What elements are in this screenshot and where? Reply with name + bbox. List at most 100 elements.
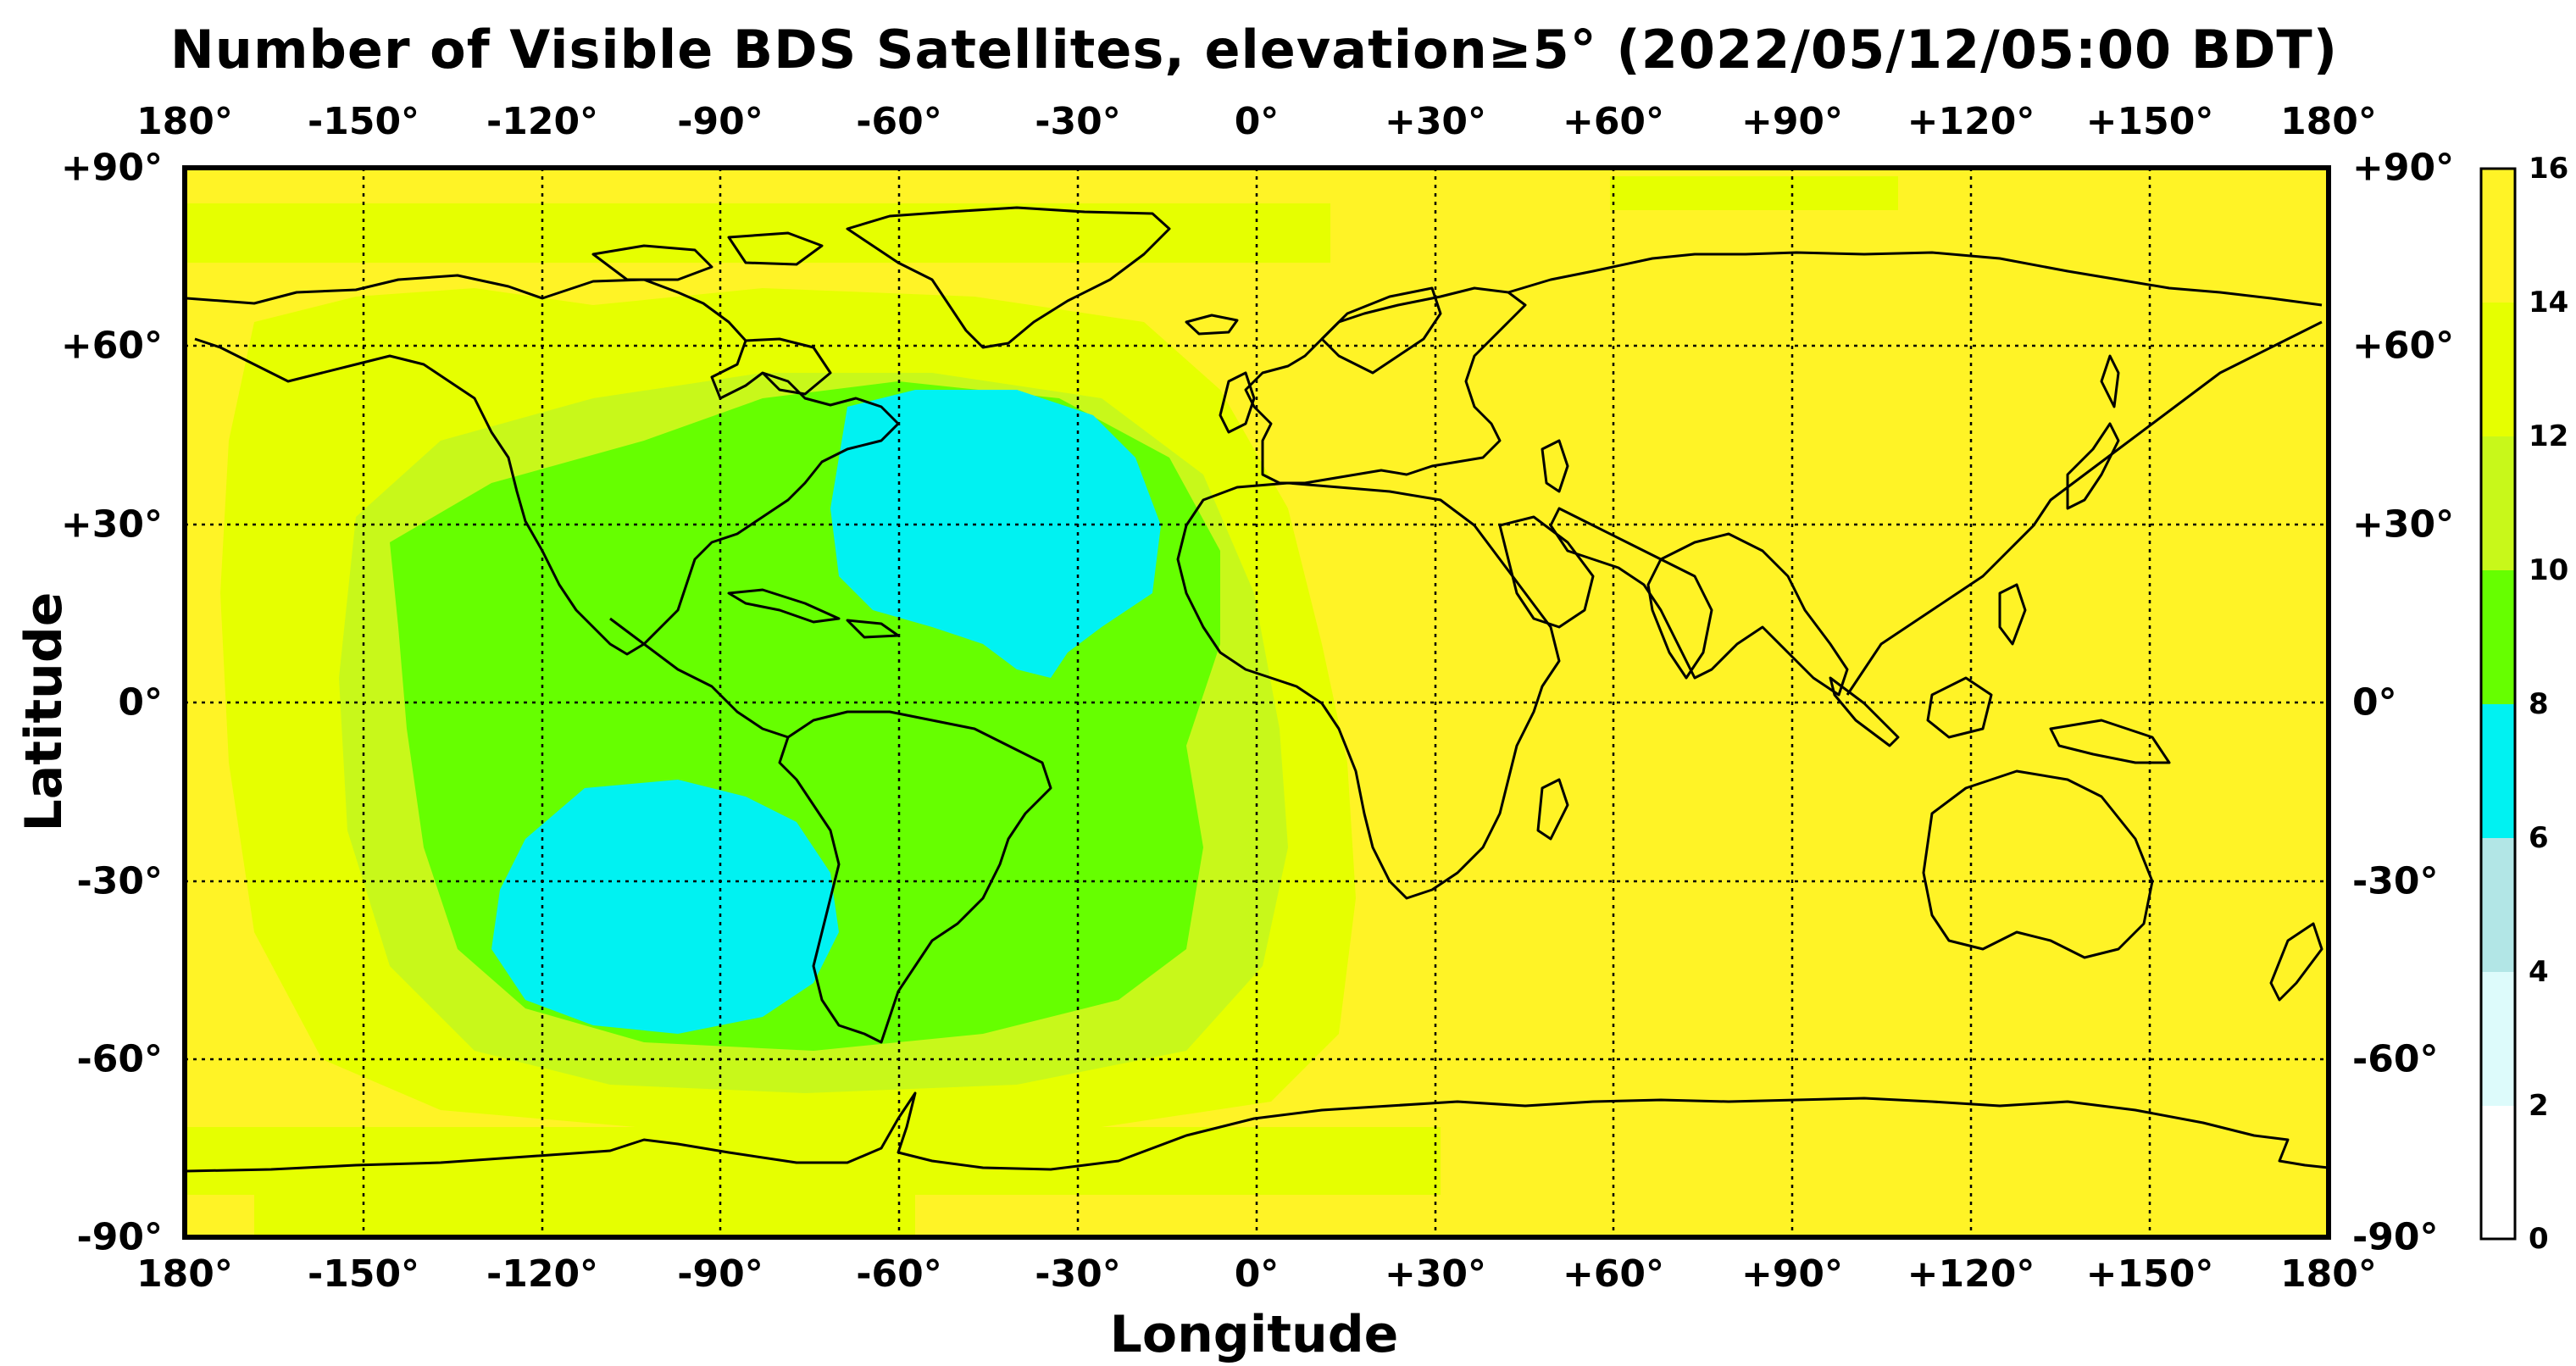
lon-tick-bottom: -120° bbox=[486, 1252, 599, 1296]
coast-sumatra bbox=[1829, 676, 1900, 747]
coast-new-guinea bbox=[2049, 719, 2171, 764]
lon-tick-bottom: 0° bbox=[1234, 1252, 1280, 1296]
lon-tick-top: 180° bbox=[136, 100, 233, 143]
lon-tick-bottom: +90° bbox=[1740, 1252, 1844, 1296]
lat-tick-right: 0° bbox=[2352, 680, 2397, 725]
colorbar-tick: 8 bbox=[2529, 687, 2549, 721]
lat-tick-left: -90° bbox=[76, 1215, 164, 1259]
field-band-arctic bbox=[186, 203, 1330, 263]
field-band-antarctic bbox=[186, 1127, 1441, 1195]
colorbar-bin-4-6 bbox=[2481, 838, 2515, 972]
field-band-6-8-north bbox=[830, 390, 1161, 678]
colorbar-tick: 14 bbox=[2529, 286, 2569, 319]
graticule bbox=[185, 168, 2329, 1237]
lat-tick-right: +90° bbox=[2352, 146, 2455, 190]
coast-asia-south bbox=[1549, 507, 1849, 697]
colorbar-tick: 4 bbox=[2529, 955, 2549, 989]
x-axis-label: Longitude bbox=[1109, 1305, 1399, 1364]
coast-sakhalin bbox=[2100, 354, 2120, 408]
colorbar-bin-2-4 bbox=[2481, 972, 2515, 1106]
lat-tick-right: -30° bbox=[2352, 859, 2439, 903]
coast-south-america bbox=[778, 710, 1052, 1044]
lat-tick-right: -90° bbox=[2352, 1215, 2439, 1259]
lon-tick-top: +90° bbox=[1740, 100, 1844, 143]
coast-japan bbox=[2066, 422, 2120, 510]
lat-tick-left: +30° bbox=[60, 503, 163, 547]
colorbar-bin-14-16 bbox=[2481, 169, 2515, 303]
lon-tick-top: -90° bbox=[677, 100, 763, 143]
lon-tick-bottom: +30° bbox=[1384, 1252, 1487, 1296]
lat-tick-right: +60° bbox=[2352, 324, 2455, 368]
lon-tick-top: -120° bbox=[486, 100, 599, 143]
coast-africa bbox=[1176, 481, 1561, 900]
coast-arctic-islands-2 bbox=[727, 231, 824, 266]
colorbar-bin-0-2 bbox=[2481, 1106, 2515, 1239]
coastlines bbox=[186, 206, 2329, 1173]
coast-greenland bbox=[846, 206, 1171, 349]
lon-tick-top: -60° bbox=[856, 100, 942, 143]
map-frame bbox=[182, 165, 2331, 1240]
coast-antarctica bbox=[186, 1091, 2329, 1173]
colorbar-bin-10-12 bbox=[2481, 436, 2515, 570]
lon-tick-top: -30° bbox=[1035, 100, 1121, 143]
coast-arctic-islands-1 bbox=[591, 244, 713, 281]
lon-tick-top: 180° bbox=[2280, 100, 2377, 143]
coast-australia bbox=[1922, 769, 2154, 959]
lat-tick-left: +60° bbox=[60, 324, 163, 368]
coast-cuba bbox=[727, 588, 841, 624]
lat-tick-left: 0° bbox=[118, 680, 163, 725]
lon-tick-bottom: +150° bbox=[2085, 1252, 2214, 1296]
lon-tick-top: +60° bbox=[1562, 100, 1665, 143]
coast-asia-east bbox=[1846, 320, 2323, 696]
field-band-6-8-south bbox=[491, 780, 839, 1034]
coast-scandinavia bbox=[1320, 286, 1442, 375]
coast-borneo bbox=[1926, 676, 1993, 739]
colorbar-tick: 0 bbox=[2529, 1222, 2549, 1256]
y-axis-label: Latitude bbox=[14, 591, 74, 832]
colorbar-frame bbox=[2479, 167, 2517, 1241]
lon-tick-bottom: -60° bbox=[856, 1252, 942, 1296]
lon-tick-bottom: 180° bbox=[2280, 1252, 2377, 1296]
colorbar-bin-8-10 bbox=[2481, 570, 2515, 704]
coast-hispaniola bbox=[846, 619, 900, 639]
lon-tick-bottom: -150° bbox=[307, 1252, 420, 1296]
visibility-field bbox=[186, 176, 1898, 1237]
lon-tick-top: +150° bbox=[2085, 100, 2214, 143]
lat-tick-left: +90° bbox=[60, 146, 163, 190]
map-title: Number of Visible BDS Satellites, elevat… bbox=[169, 19, 2339, 81]
coast-new-zealand bbox=[2269, 922, 2323, 1002]
colorbar-tick: 10 bbox=[2529, 553, 2569, 587]
colorbar-bin-6-8 bbox=[2481, 704, 2515, 838]
colorbar-bin-12-14 bbox=[2481, 303, 2515, 436]
lon-tick-top: +120° bbox=[1907, 100, 2035, 143]
field-band-antarctic-2 bbox=[254, 1195, 915, 1237]
colorbar-tick: 12 bbox=[2529, 419, 2569, 453]
field-band-arctic-2 bbox=[1610, 176, 1898, 210]
colorbar-tick: 6 bbox=[2529, 821, 2549, 855]
lat-tick-left: -30° bbox=[76, 859, 164, 903]
coast-madagascar bbox=[1536, 778, 1569, 841]
lon-tick-top: +30° bbox=[1384, 100, 1487, 143]
lat-tick-right: -60° bbox=[2352, 1037, 2439, 1081]
lat-tick-right: +30° bbox=[2352, 503, 2455, 547]
coast-hudson-bay bbox=[745, 337, 832, 396]
lon-tick-bottom: -90° bbox=[677, 1252, 763, 1296]
coast-central-america bbox=[609, 617, 789, 739]
coast-iceland bbox=[1185, 314, 1239, 336]
lat-tick-left: -60° bbox=[76, 1037, 164, 1081]
coast-india bbox=[1646, 558, 1713, 680]
colorbar bbox=[2479, 167, 2517, 1241]
coast-europe bbox=[1244, 286, 1527, 485]
coast-north-america bbox=[186, 274, 900, 656]
colorbar-tick: 2 bbox=[2529, 1089, 2549, 1123]
lon-tick-bottom: +60° bbox=[1562, 1252, 1665, 1296]
lon-tick-bottom: -30° bbox=[1035, 1252, 1121, 1296]
coast-asia-north bbox=[1507, 251, 2323, 307]
coast-philippines bbox=[1998, 583, 2027, 646]
lon-tick-top: -150° bbox=[307, 100, 420, 143]
coast-arabia bbox=[1498, 515, 1595, 629]
coast-uk bbox=[1219, 371, 1256, 434]
lon-tick-top: 0° bbox=[1234, 100, 1280, 143]
lon-tick-bottom: 180° bbox=[136, 1252, 233, 1296]
